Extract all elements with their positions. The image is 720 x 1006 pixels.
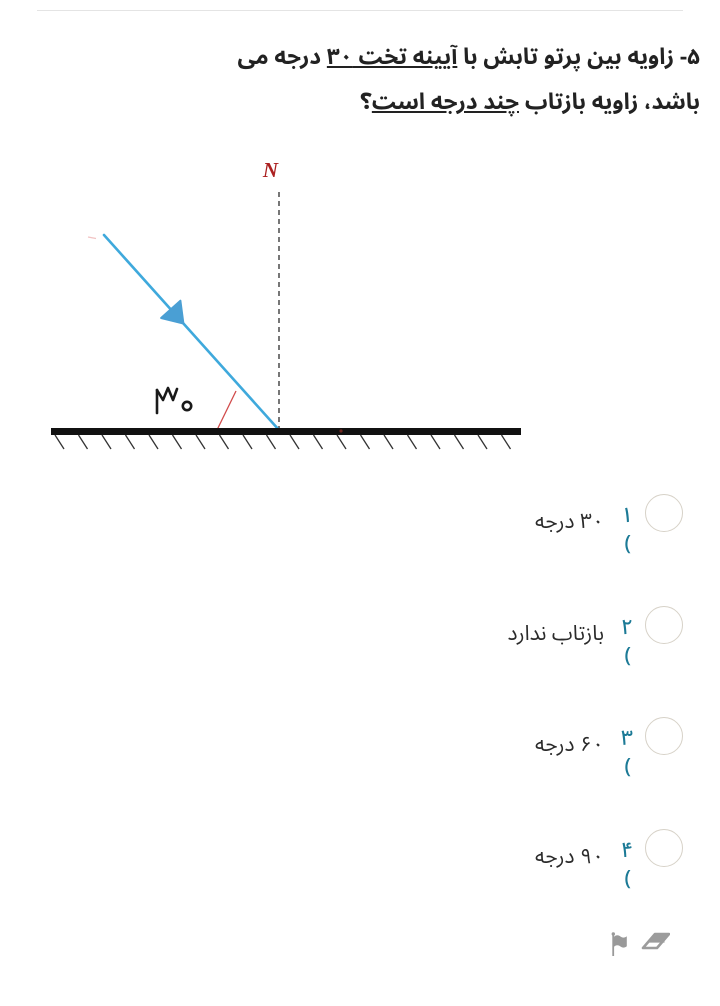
svg-text:N: N bbox=[262, 158, 279, 182]
